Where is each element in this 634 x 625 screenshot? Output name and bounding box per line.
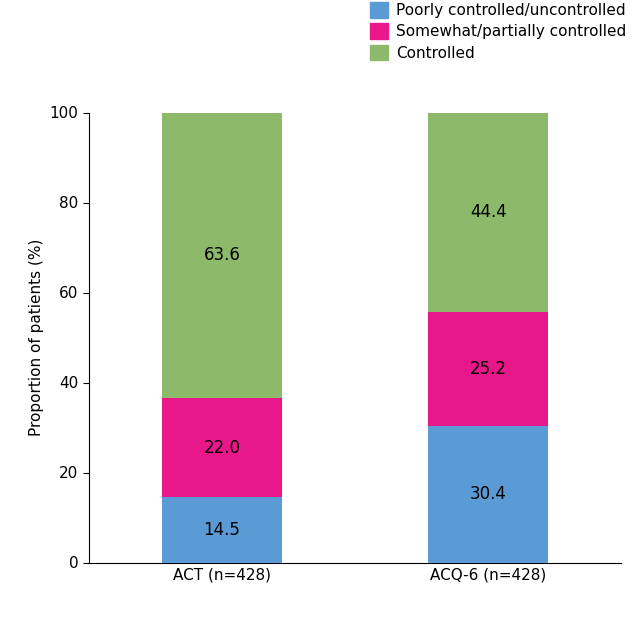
Bar xyxy=(428,112,548,312)
Text: 25.2: 25.2 xyxy=(470,360,507,378)
Text: 14.5: 14.5 xyxy=(204,521,240,539)
Text: 30.4: 30.4 xyxy=(470,485,507,503)
Legend: Poorly controlled/uncontrolled, Somewhat/partially controlled, Controlled: Poorly controlled/uncontrolled, Somewhat… xyxy=(370,2,626,61)
Bar xyxy=(428,312,548,426)
Bar xyxy=(162,398,281,498)
Text: 22.0: 22.0 xyxy=(204,439,240,457)
Text: 63.6: 63.6 xyxy=(204,246,240,264)
Bar xyxy=(428,426,548,562)
Y-axis label: Proportion of patients (%): Proportion of patients (%) xyxy=(29,239,44,436)
Bar xyxy=(162,498,281,562)
Bar xyxy=(162,112,281,398)
Text: 44.4: 44.4 xyxy=(470,203,507,221)
